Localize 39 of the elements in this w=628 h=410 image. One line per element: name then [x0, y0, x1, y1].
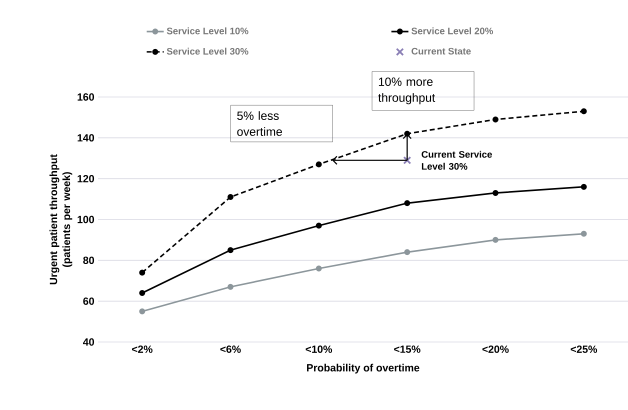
x-axis-title: Probability of overtime	[307, 364, 420, 374]
point	[228, 194, 234, 200]
x-tick-label: <20%	[482, 346, 509, 353]
annotation: 5% less overtime	[237, 111, 282, 136]
point	[228, 247, 234, 254]
point	[580, 184, 587, 190]
x-tick-label: <25%	[570, 346, 598, 353]
point	[492, 236, 498, 243]
y-tick-label: 80	[83, 256, 94, 264]
point	[404, 200, 410, 206]
point	[492, 116, 498, 122]
y-tick-label: 100	[78, 216, 94, 224]
legend-label: Current State	[412, 48, 471, 55]
y-axis-title: Urgent patient throughput (patients per week)	[49, 154, 72, 284]
point	[139, 270, 146, 276]
y-tick-label: 160	[78, 93, 94, 101]
point	[580, 230, 587, 237]
point	[139, 290, 146, 296]
point	[316, 266, 322, 272]
point	[228, 284, 234, 290]
point	[316, 222, 322, 229]
legend-label: Service Level 20%	[411, 27, 494, 34]
annotation: 10% more throughput	[378, 77, 436, 104]
point	[404, 249, 410, 256]
x-tick-label: <6%	[220, 346, 241, 353]
point	[139, 308, 146, 314]
y-tick-label: 60	[83, 297, 94, 305]
x-tick-label: <2%	[132, 346, 152, 353]
point	[580, 108, 587, 114]
x-tick-label: <10%	[306, 346, 332, 353]
point	[316, 161, 322, 168]
legend-label: Service Level 10%	[166, 27, 248, 34]
y-tick-label: 120	[78, 174, 94, 182]
point	[492, 190, 498, 196]
y-tick-label: 40	[83, 338, 94, 346]
x-tick-label: <15%	[394, 346, 420, 353]
y-tick-label: 140	[78, 134, 94, 142]
legend-label: Service Level 30%	[166, 48, 248, 55]
annotation: Current Service Level 30%	[422, 150, 492, 170]
